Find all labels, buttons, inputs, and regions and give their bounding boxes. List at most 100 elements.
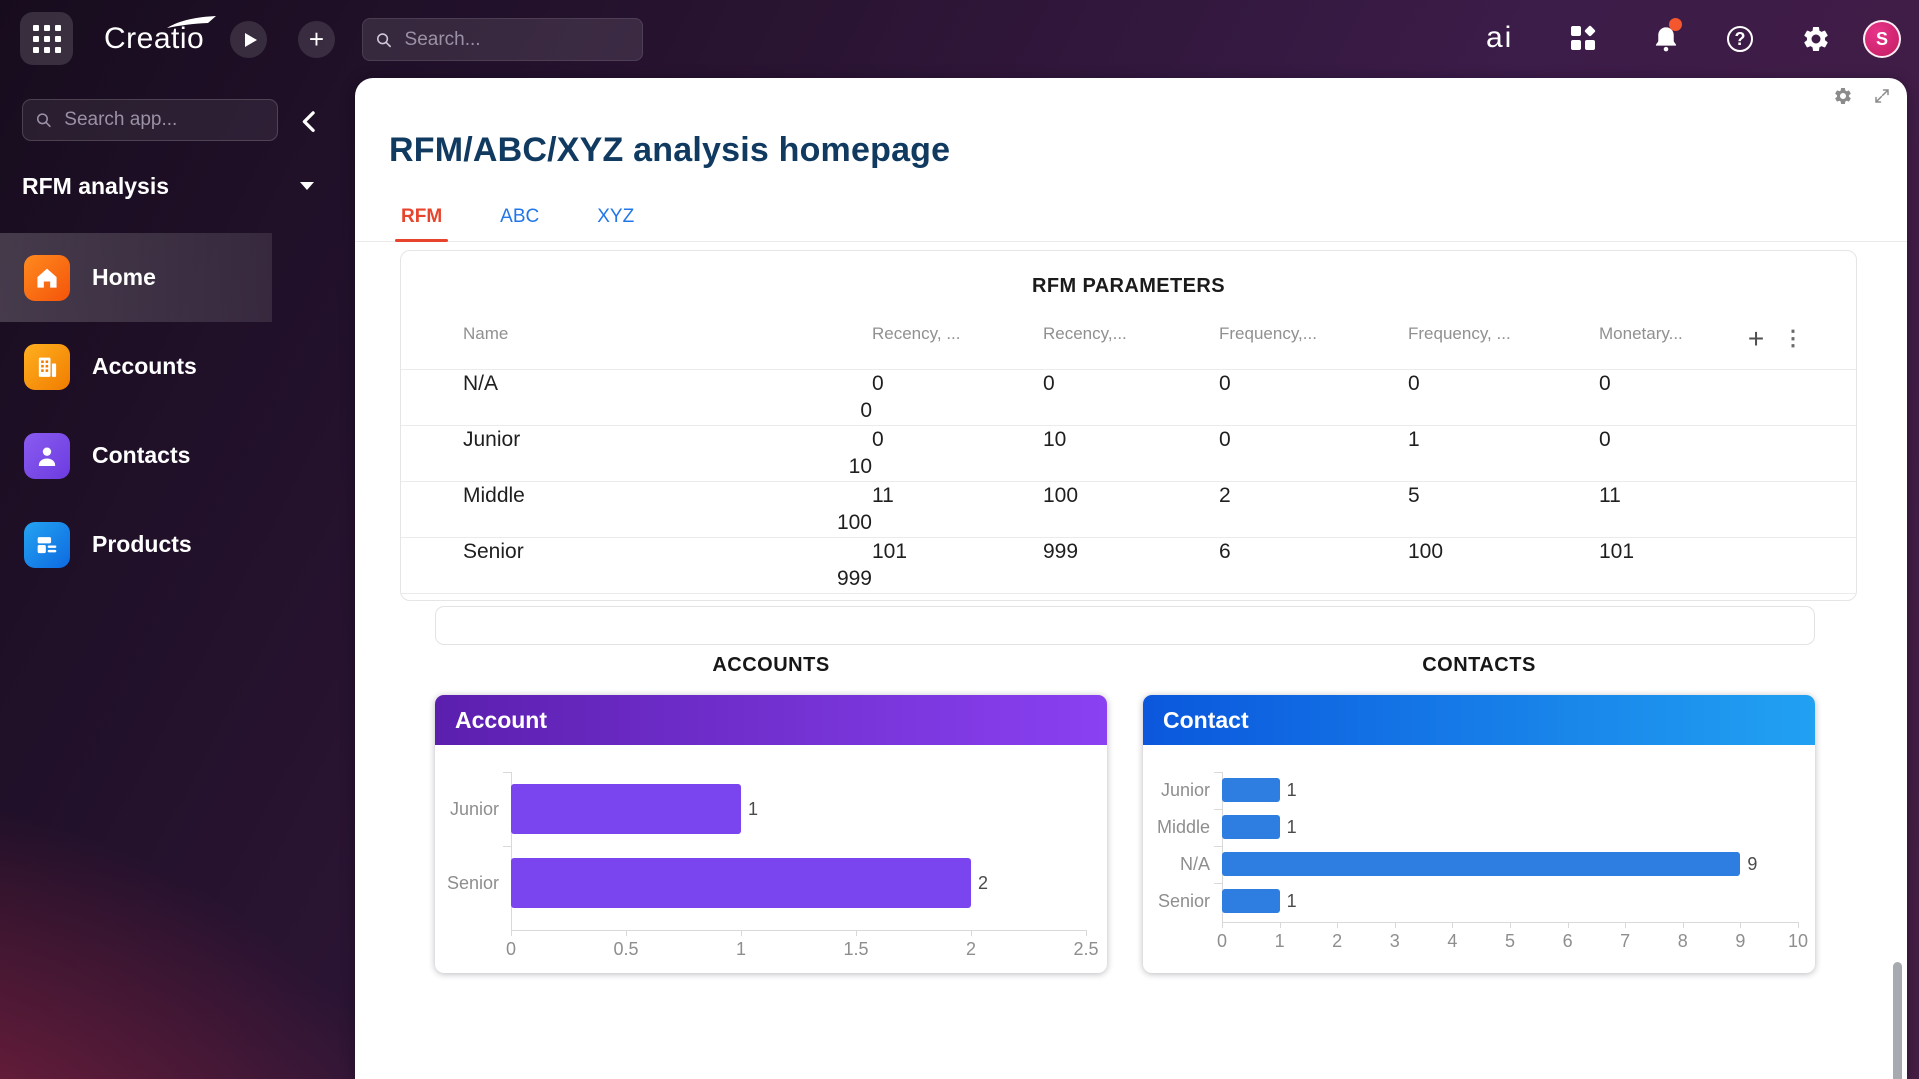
- avatar-initial: S: [1875, 28, 1888, 49]
- collapse-sidebar-button[interactable]: [295, 106, 325, 136]
- gear-icon: [1835, 88, 1851, 104]
- gear-icon: [1804, 26, 1828, 51]
- settings-button[interactable]: [1801, 24, 1831, 59]
- apps-grid-icon: [32, 24, 61, 53]
- bell-icon: [1655, 27, 1677, 52]
- workspace-selector[interactable]: RFM analysis: [22, 173, 169, 200]
- help-icon: ?: [1734, 28, 1746, 49]
- scrollbar-thumb[interactable]: [1893, 962, 1902, 1079]
- sidebar-item-products[interactable]: Products: [0, 500, 355, 589]
- column-header[interactable]: Monetary...: [1599, 323, 1683, 343]
- bar[interactable]: [1222, 852, 1741, 876]
- bar[interactable]: [1222, 889, 1280, 913]
- table-row[interactable]: Middle 11 100 2 5 11 100: [401, 482, 1856, 538]
- cell-name: Junior: [463, 427, 521, 451]
- sidebar-item-home[interactable]: Home: [0, 233, 355, 322]
- cell-value: 11: [872, 483, 894, 507]
- sidebar-item-accounts[interactable]: Accounts: [0, 322, 355, 411]
- bar[interactable]: [511, 784, 741, 834]
- cell-value: 6: [1219, 539, 1231, 563]
- marketplace-button[interactable]: [1571, 25, 1596, 50]
- app-search[interactable]: [22, 99, 278, 141]
- expand-page-button[interactable]: [1873, 87, 1891, 110]
- table-header-row: Name Recency, ... Recency,... Frequency,...…: [401, 315, 1856, 370]
- x-axis-line: [511, 930, 1086, 931]
- cell-value: 1: [1408, 427, 1420, 451]
- x-tick: [1682, 922, 1684, 928]
- column-header[interactable]: Frequency,...: [1219, 323, 1317, 343]
- app-search-input[interactable]: [62, 108, 265, 132]
- tick-label: 6: [1562, 931, 1573, 951]
- cell-name: N/A: [463, 371, 499, 395]
- category-label: Junior: [449, 799, 499, 819]
- sidebar-item-contacts[interactable]: Contacts: [0, 411, 355, 500]
- help-button[interactable]: ?: [1727, 26, 1753, 52]
- app-launcher-button[interactable]: [20, 12, 73, 65]
- creatio-logo: Creatio: [104, 16, 216, 56]
- tab-rfm[interactable]: RFM: [395, 206, 449, 242]
- sidebar-item-label: Home: [92, 264, 156, 290]
- cell-value: 0: [1219, 371, 1231, 395]
- column-header[interactable]: Recency,...: [1043, 323, 1127, 343]
- tab-abc[interactable]: ABC: [500, 206, 540, 227]
- cell-value: 0: [872, 371, 884, 395]
- rfm-parameters-section: RFM PARAMETERS Name Recency, ... Recency,.…: [400, 250, 1857, 601]
- bar[interactable]: [1222, 778, 1280, 802]
- add-new-button[interactable]: +: [298, 21, 335, 58]
- account-chart-header: Account: [435, 695, 1107, 745]
- contact-chart-plot: Junior 1 Middle 1 N/A 9 Senior 1 0 1 2 3 4 5 6 7 8 9 10: [1143, 745, 1815, 973]
- account-chart-plot: Junior 1 Senior 2 0 0.5 1 1.5 2 2.5: [435, 745, 1107, 973]
- user-avatar[interactable]: S: [1863, 20, 1901, 58]
- category-label: N/A: [1179, 854, 1210, 874]
- notifications-button[interactable]: [1650, 23, 1682, 60]
- tick-label: 2: [965, 939, 976, 959]
- marketplace-grid-icon: [1571, 25, 1596, 50]
- filter-bar[interactable]: [435, 606, 1815, 645]
- column-header[interactable]: Name: [463, 323, 509, 343]
- cell-value: 101: [1599, 539, 1635, 563]
- cell-name: Middle: [463, 483, 525, 507]
- category-label: Senior: [446, 873, 499, 893]
- global-search[interactable]: [362, 18, 643, 61]
- bar[interactable]: [511, 858, 971, 908]
- run-process-button[interactable]: [230, 21, 267, 58]
- cell-value: 100: [836, 511, 872, 535]
- x-tick: [1086, 930, 1087, 936]
- column-header[interactable]: Recency, ...: [872, 323, 961, 343]
- page-settings-button[interactable]: [1833, 86, 1853, 111]
- tick-label: 3: [1389, 931, 1400, 951]
- bar[interactable]: [1222, 815, 1280, 839]
- ai-logo[interactable]: ai: [1486, 21, 1514, 54]
- add-record-button[interactable]: +: [1747, 323, 1765, 354]
- x-tick: [1798, 922, 1799, 928]
- search-icon: [36, 113, 51, 128]
- y-axis-line: [511, 772, 512, 930]
- cell-value: 0: [860, 399, 872, 423]
- cell-value: 100: [1043, 483, 1079, 507]
- cell-value: 0: [1408, 371, 1420, 395]
- cell-value: 999: [1043, 539, 1079, 563]
- chevron-down-icon[interactable]: [300, 182, 314, 190]
- tab-bar: RFM ABC XYZ: [355, 196, 1907, 242]
- category-tick: [1214, 771, 1222, 773]
- table-row[interactable]: Senior 101 999 6 100 101 999: [401, 538, 1856, 594]
- cell-name: Senior: [463, 539, 524, 563]
- sidebar-item-label: Contacts: [92, 442, 191, 468]
- category-tick: [1214, 845, 1222, 847]
- value-label: 1: [1286, 780, 1297, 800]
- tick-label: 5: [1504, 931, 1515, 951]
- global-search-input[interactable]: [402, 27, 630, 52]
- table-row[interactable]: Junior 0 10 0 1 0 10: [401, 426, 1856, 482]
- tick-label: 8: [1677, 931, 1688, 951]
- main-panel: RFM/ABC/XYZ analysis homepage RFM ABC XY…: [355, 78, 1907, 1079]
- tick-label: 1: [1274, 931, 1285, 951]
- column-header[interactable]: Frequency, ...: [1408, 323, 1511, 343]
- x-tick: [1740, 922, 1742, 928]
- kebab-menu-icon[interactable]: ⋮: [1782, 327, 1804, 350]
- x-tick: [511, 930, 512, 936]
- products-icon: [24, 521, 70, 568]
- table-row[interactable]: N/A 0 0 0 0 0 0: [401, 370, 1856, 426]
- add-icon: +: [308, 23, 325, 54]
- tab-xyz[interactable]: XYZ: [597, 206, 635, 227]
